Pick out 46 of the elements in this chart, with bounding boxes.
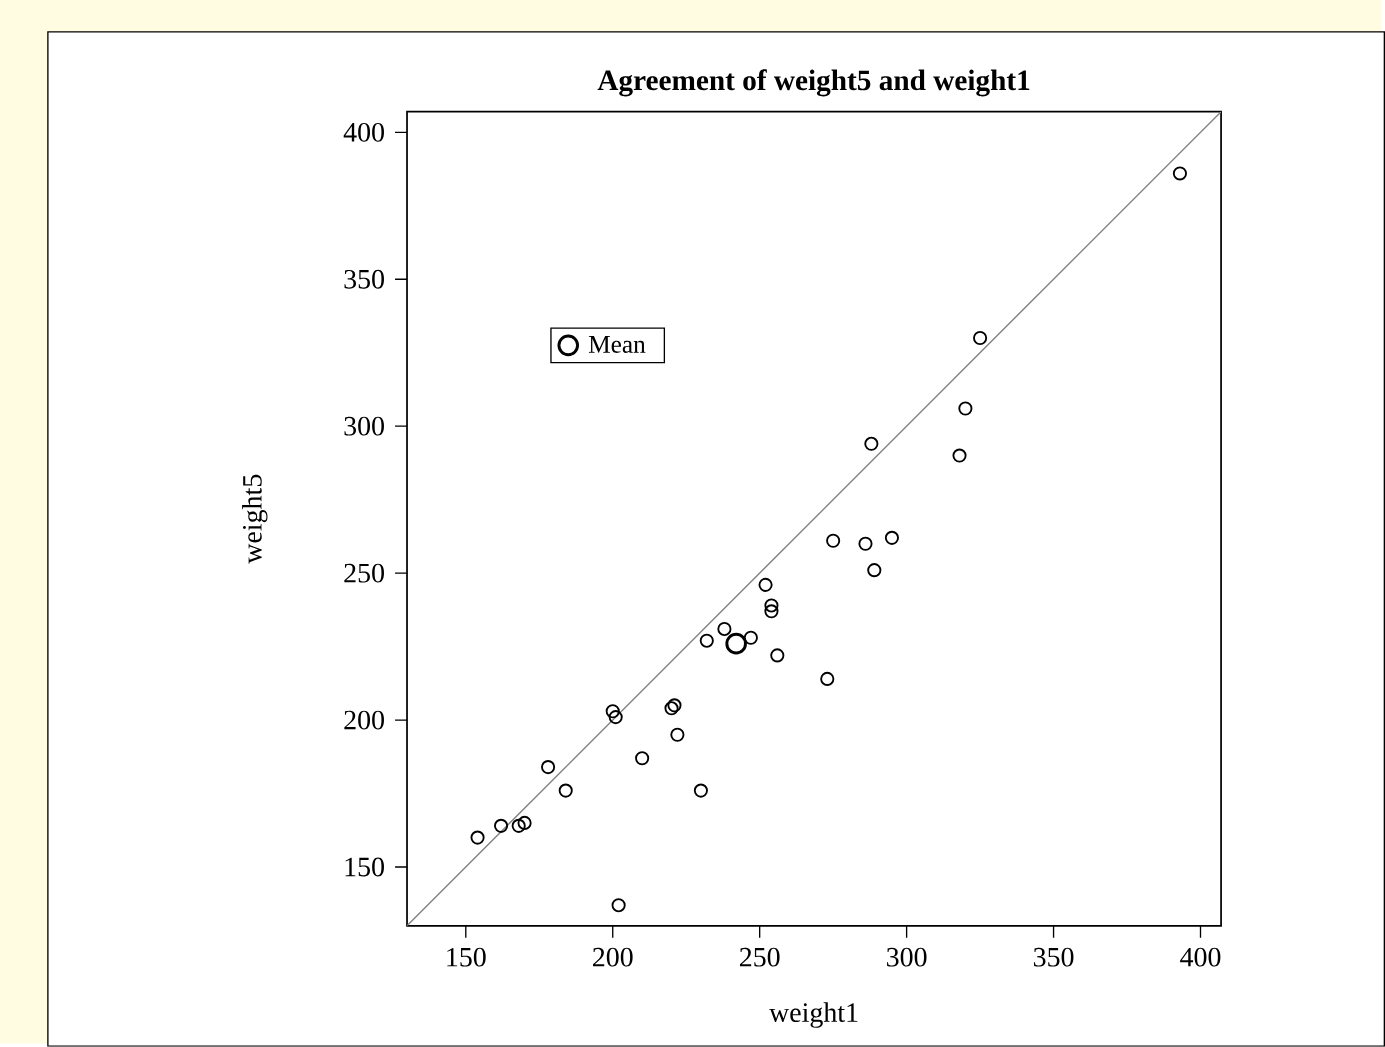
y-axis-title: weight5 (242, 474, 268, 564)
point (699, 633, 714, 648)
point (867, 563, 882, 578)
point (743, 630, 758, 645)
x-tick-label: 300 (887, 947, 927, 967)
point (494, 818, 509, 833)
x-tick-label: 250 (739, 947, 780, 967)
point (864, 436, 879, 451)
point (670, 727, 685, 742)
point (541, 760, 556, 775)
point (764, 604, 779, 619)
point (958, 401, 973, 416)
y-tick-label: 150 (345, 857, 384, 877)
point (605, 704, 620, 719)
point (1172, 166, 1187, 181)
point (717, 622, 732, 637)
point (558, 783, 573, 798)
point (611, 898, 626, 913)
point (764, 598, 779, 613)
point (952, 448, 967, 463)
point (517, 815, 532, 831)
y-tick-label: 300 (344, 416, 384, 436)
x-tick-label: 400 (1180, 947, 1221, 967)
point (820, 671, 835, 687)
point (693, 783, 708, 798)
point (608, 710, 623, 725)
y-tick-label: 400 (343, 122, 384, 142)
x-tick-label: 350 (1033, 947, 1074, 967)
point (725, 632, 747, 655)
y-tick-label: 350 (344, 269, 384, 289)
chart-title: Agreement of weight5 and weight1 (597, 69, 1030, 97)
y-tick-label: 250 (344, 563, 384, 583)
point (826, 533, 841, 548)
y-tick-label: 200 (344, 710, 384, 730)
point (511, 818, 526, 833)
point (858, 536, 873, 551)
point (470, 830, 485, 845)
point (635, 751, 650, 766)
legend-label: Mean (588, 336, 646, 353)
point (973, 331, 988, 346)
x-tick-label: 200 (593, 947, 633, 967)
point (770, 648, 785, 663)
x-tick-label: 150 (447, 947, 486, 967)
x-axis-title: weight1 (769, 1002, 858, 1028)
point (758, 577, 773, 593)
point (884, 530, 899, 545)
